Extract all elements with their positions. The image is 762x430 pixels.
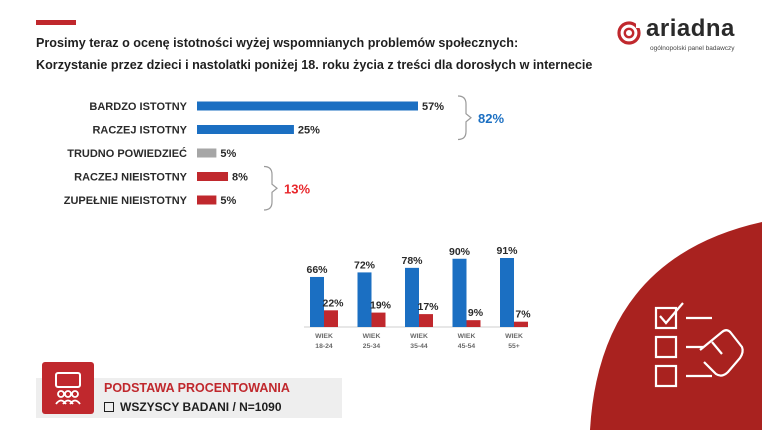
category-label: BARDZO ISTOTNY xyxy=(89,101,187,113)
value-label: 5% xyxy=(220,148,236,160)
bar xyxy=(197,195,217,205)
checkbox-icon xyxy=(104,402,114,412)
value-label: 17% xyxy=(417,301,439,313)
bar-important xyxy=(500,258,514,327)
value-label: 5% xyxy=(220,195,236,207)
group-bracket xyxy=(263,165,278,211)
horizontal-bar-chart: BARDZO ISTOTNY 57% RACZEJ ISTOTNY 25% TRUDNO… xyxy=(64,95,504,211)
bar-important xyxy=(310,276,324,327)
logo-mark-icon xyxy=(617,21,641,45)
category-label: RACZEJ ISTOTNY xyxy=(92,125,187,137)
bar-not-important xyxy=(324,310,338,327)
value-label: 90% xyxy=(449,246,471,258)
value-label: 78% xyxy=(401,255,423,267)
accent-bar xyxy=(36,20,76,25)
checklist-hand-icon xyxy=(654,302,744,388)
bar xyxy=(197,148,217,158)
bar-important xyxy=(405,267,419,327)
bar xyxy=(197,101,418,111)
ariadna-logo: ariadna ogólnopolski panel badawczy xyxy=(616,15,746,52)
bar-important xyxy=(357,272,372,327)
logo-brand: ariadna xyxy=(646,15,735,42)
value-label: 25% xyxy=(298,125,320,137)
value-label: 7% xyxy=(515,309,531,321)
bar-not-important xyxy=(419,314,433,327)
age-group-label: WIEK xyxy=(505,333,523,340)
people-presentation-icon xyxy=(42,362,94,414)
category-label: RACZEJ NIEISTOTNY xyxy=(74,172,188,184)
question-title: Prosimy teraz o ocenę istotności wyżej w… xyxy=(36,36,519,50)
age-group-label: 35-44 xyxy=(410,343,428,350)
value-label: 22% xyxy=(322,297,344,309)
age-group-label: WIEK xyxy=(410,333,428,340)
age-group-label: 18-24 xyxy=(315,343,333,350)
value-label: 72% xyxy=(354,259,376,271)
value-label: 19% xyxy=(370,300,392,312)
vertical-bar-chart: 66% 22% WIEK 18-24 72% 19% WIEK 25-34 78% 17% WIEK… xyxy=(304,245,531,350)
footer-title: PODSTAWA PROCENTOWANIA xyxy=(104,381,290,395)
group-total-label: 13% xyxy=(284,181,310,196)
group-total-label: 82% xyxy=(478,111,504,126)
footer-base: WSZYSCY BADANI / N=1090 xyxy=(104,400,282,414)
age-group-label: 45-54 xyxy=(458,343,476,350)
group-bracket xyxy=(457,95,472,141)
age-group-label: WIEK xyxy=(458,333,476,340)
value-label: 57% xyxy=(422,101,444,113)
bar xyxy=(197,125,294,134)
age-group-label: 55+ xyxy=(508,343,520,350)
value-label: 9% xyxy=(468,307,484,319)
bar-important xyxy=(452,258,467,327)
bar-not-important xyxy=(466,320,481,327)
sample-base: WSZYSCY BADANI / N=1090 xyxy=(120,400,282,414)
topic-title: Korzystanie przez dzieci i nastolatki po… xyxy=(36,58,593,72)
bar-not-important xyxy=(514,321,528,327)
bar-not-important xyxy=(371,312,386,327)
logo-tagline: ogólnopolski panel badawczy xyxy=(650,45,735,52)
value-label: 91% xyxy=(496,245,518,257)
value-label: 8% xyxy=(232,172,248,184)
category-label: ZUPEŁNIE NIEISTOTNY xyxy=(64,195,188,207)
age-group-label: WIEK xyxy=(363,333,381,340)
age-group-label: WIEK xyxy=(315,333,333,340)
category-label: TRUDNO POWIEDZIEĆ xyxy=(67,147,187,160)
value-label: 66% xyxy=(306,264,328,276)
age-group-label: 25-34 xyxy=(363,343,381,350)
bar xyxy=(197,172,229,181)
